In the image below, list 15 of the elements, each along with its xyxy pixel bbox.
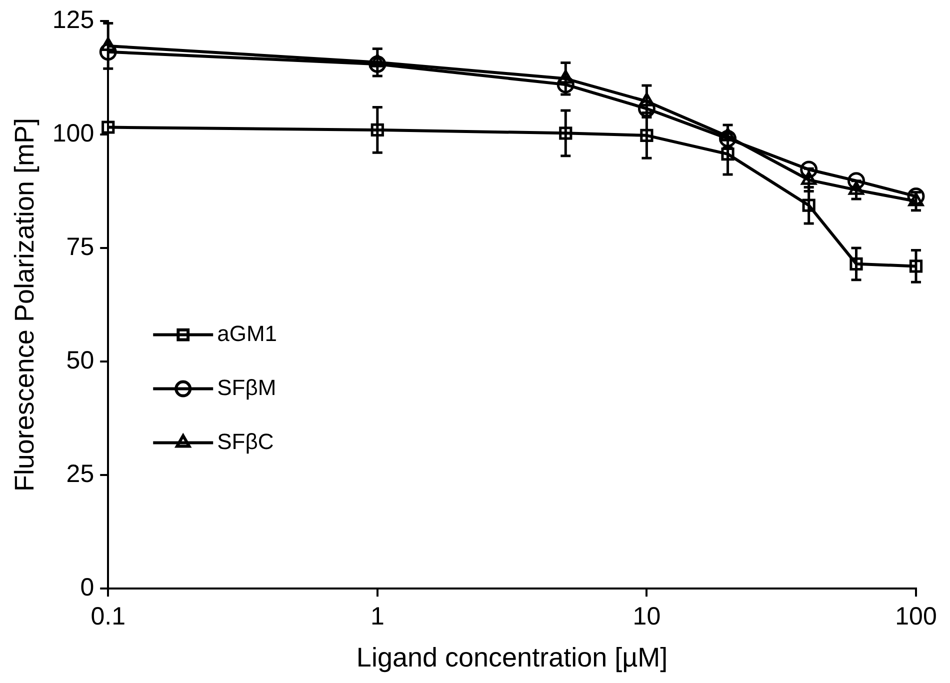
y-tick-label: 25 (66, 460, 94, 488)
legend-label: SFβC (217, 428, 274, 454)
y-tick-label: 50 (66, 346, 94, 374)
y-tick-label: 75 (66, 232, 94, 261)
x-tick-label: 0.1 (90, 602, 126, 630)
y-tick-label: 100 (52, 119, 94, 148)
y-axis-title: Fluorescence Polarization [mP] (10, 118, 40, 492)
x-tick-label: 10 (632, 602, 661, 630)
x-tick-label: 100 (895, 602, 937, 630)
legend-label: aGM1 (217, 320, 278, 346)
legend-label: SFβM (217, 374, 276, 400)
y-tick-label: 0 (80, 573, 94, 602)
x-axis-title: Ligand concentration [µM] (356, 642, 668, 672)
x-tick-label: 1 (370, 602, 384, 630)
y-tick-label: 125 (52, 6, 94, 34)
